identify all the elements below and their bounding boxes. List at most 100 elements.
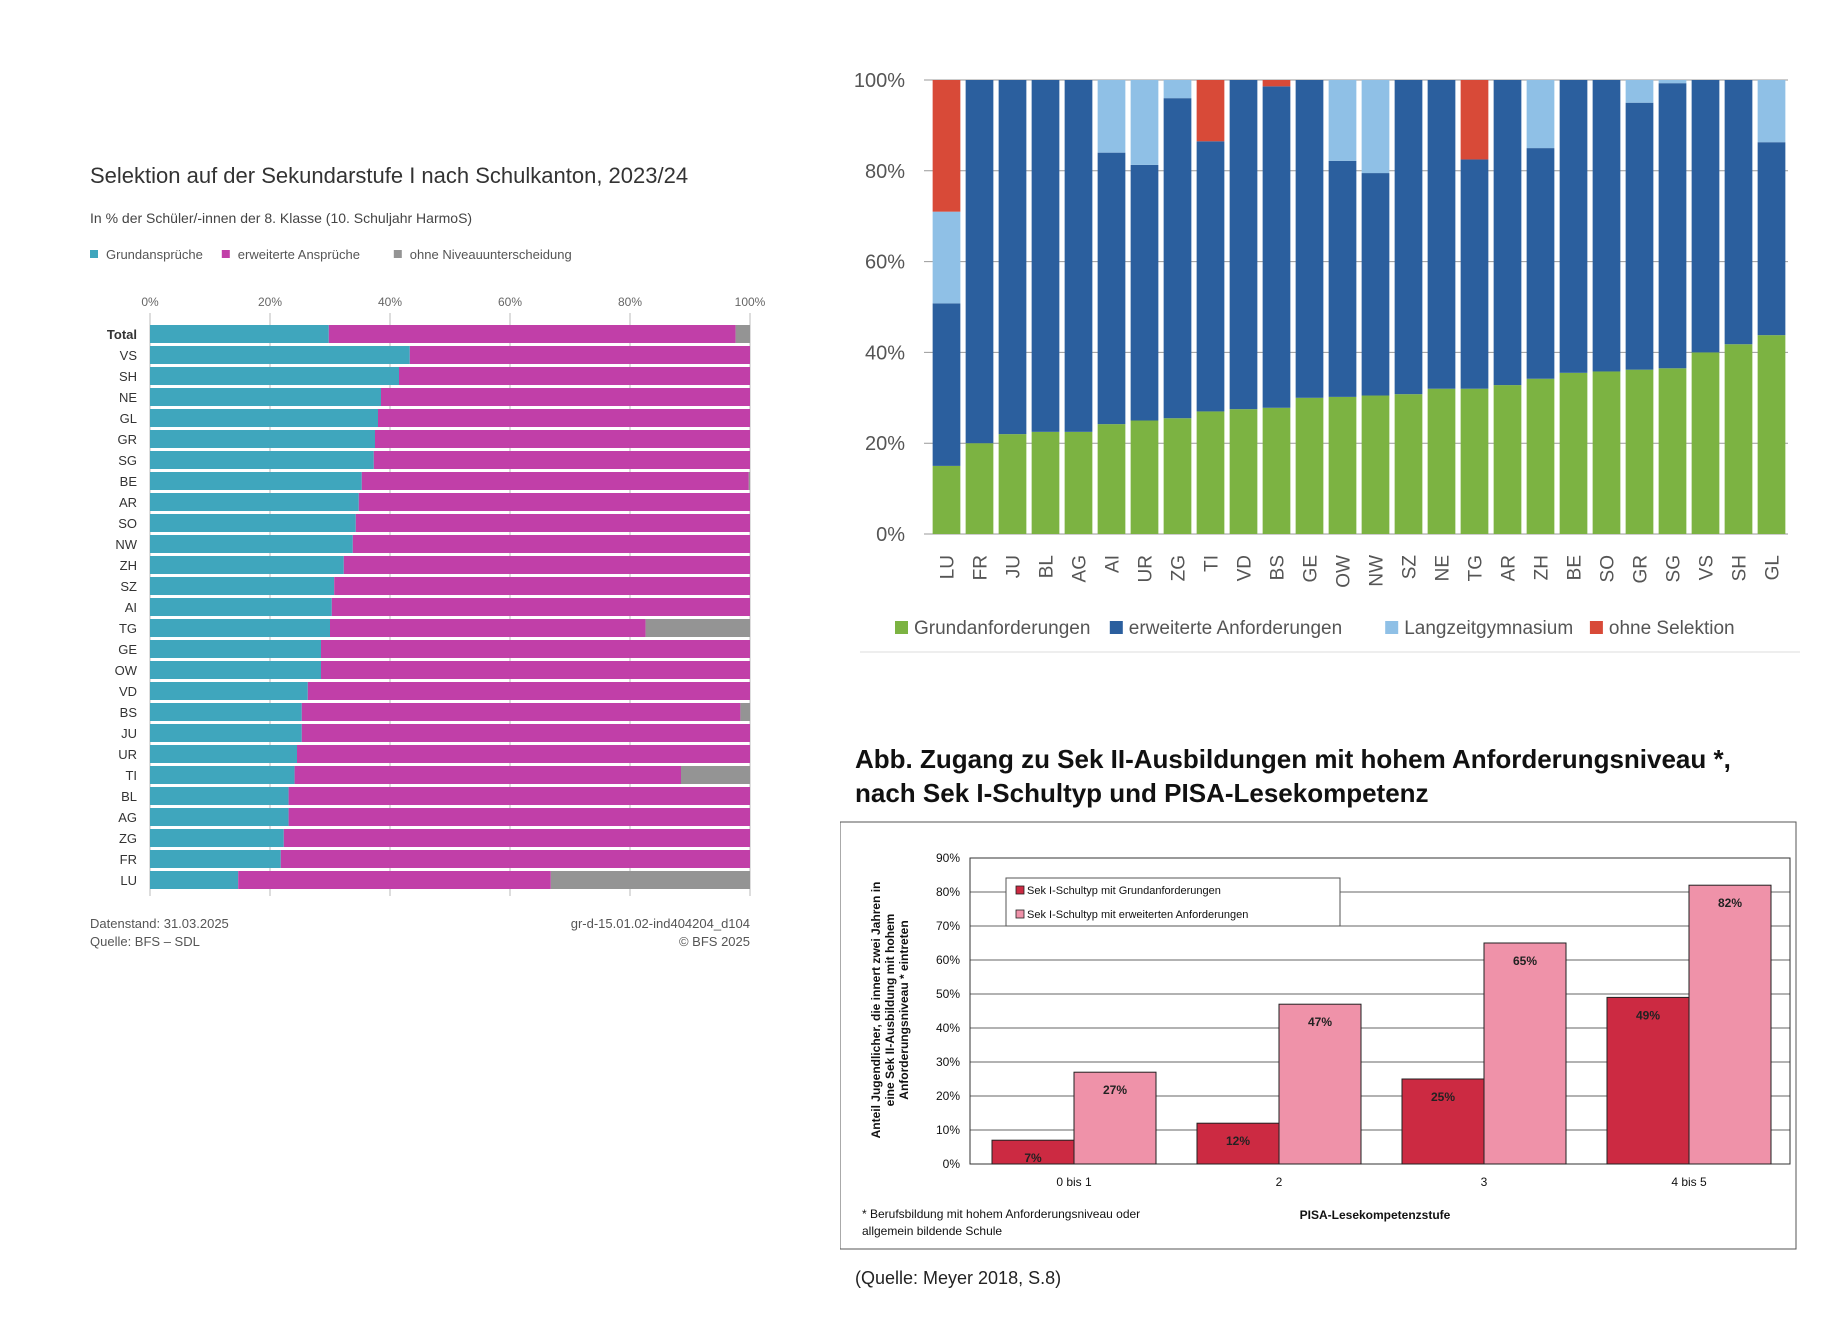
column-NW-1 <box>1361 173 1390 396</box>
legend-label-1: erweiterte Anforderungen <box>1129 618 1342 639</box>
x-tick-label: 100% <box>735 295 766 309</box>
bar-SZ-1 <box>334 577 750 595</box>
category-label: BS <box>120 705 138 720</box>
column-ZH-1 <box>1526 148 1555 379</box>
x-category-label: AI <box>1103 555 1124 573</box>
column-OW-1 <box>1328 160 1357 397</box>
x-category-label: BL <box>1037 555 1058 578</box>
bar-TG-1 <box>330 619 646 637</box>
bar-GL-1 <box>378 409 750 427</box>
column-SG-0 <box>1658 368 1687 534</box>
column-LU-1 <box>932 303 961 466</box>
bar-GE-0 <box>150 640 321 658</box>
column-SH-0 <box>1724 344 1753 534</box>
bar-JU-1 <box>301 724 750 742</box>
x-tick-label: 20% <box>258 295 282 309</box>
category-label: AI <box>125 600 137 615</box>
left-footer-code: gr-d-15.01.02-ind404204_d104 © BFS 2025 <box>480 915 750 951</box>
y-tick-label: 40% <box>865 342 905 364</box>
legend-label-2: Langzeitgymnasium <box>1404 618 1573 639</box>
column-TI-1 <box>1196 141 1225 412</box>
x-category-label: 0 bis 1 <box>1056 1175 1092 1189</box>
column-SH-1 <box>1724 80 1753 345</box>
category-label: TG <box>119 621 137 636</box>
y-axis-label: Anteil Jugendlicher, die innert zwei Jah… <box>869 882 911 1139</box>
bar-BL-1 <box>288 787 750 805</box>
quelle-text: Quelle: BFS – SDL <box>90 934 200 949</box>
bar-AI-1 <box>331 598 750 616</box>
bar-BS-1 <box>301 703 741 721</box>
bar-value-label: 27% <box>1103 1083 1127 1097</box>
x-category-label: SG <box>1664 555 1685 582</box>
y-tick-label: 80% <box>865 161 905 183</box>
column-UR-1 <box>1130 164 1159 421</box>
category-label: FR <box>120 852 137 867</box>
bar-group-2-series-0 <box>1401 1078 1485 1165</box>
column-FR-0 <box>965 443 994 534</box>
y-axis-label-line: eine Sek II-Ausbildung mit hohem <box>883 914 897 1107</box>
y-tick-label: 20% <box>865 433 905 455</box>
bar-NW-1 <box>352 535 750 553</box>
column-AG-1 <box>1064 80 1093 432</box>
bar-AR-0 <box>150 493 359 511</box>
bar-VD-0 <box>150 682 308 700</box>
legend-box <box>1005 877 1341 927</box>
bar-BS-2 <box>740 703 750 721</box>
column-BE-1 <box>1559 80 1588 373</box>
bottom-title-line-2: nach Sek I-Schultyp und PISA-Lesekompete… <box>855 778 1429 808</box>
legend-label-0: Grundansprüche <box>106 247 203 262</box>
column-AR-1 <box>1493 80 1522 386</box>
bar-NE-1 <box>381 388 750 406</box>
left-chart-title: Selektion auf der Sekundarstufe I nach S… <box>90 163 689 188</box>
x-category-label: TI <box>1202 555 1223 572</box>
bar-SZ-0 <box>150 577 335 595</box>
bar-group-3-series-1 <box>1688 884 1772 1165</box>
x-category-label: UR <box>1136 555 1157 582</box>
legend-swatch-2 <box>1385 621 1399 634</box>
column-GR-1 <box>1625 102 1654 370</box>
column-BL-0 <box>1031 431 1060 534</box>
bar-Total-1 <box>328 325 736 343</box>
bottom-title-line-1: Abb. Zugang zu Sek II-Ausbildungen mit h… <box>855 744 1731 774</box>
footnote-line: * Berufsbildung mit hohem Anforderungsni… <box>862 1207 1140 1221</box>
category-label: OW <box>115 663 138 678</box>
datenstand-text: Datenstand: 31.03.2025 <box>90 916 229 931</box>
x-category-label: SO <box>1598 555 1619 582</box>
y-tick-label: 80% <box>936 885 960 899</box>
bar-value-label: 12% <box>1226 1134 1250 1148</box>
category-label: SO <box>118 516 137 531</box>
column-NE-1 <box>1427 80 1456 389</box>
x-tick-label: 60% <box>498 295 522 309</box>
x-category-label: ZG <box>1169 555 1190 581</box>
x-category-label: AG <box>1070 555 1091 582</box>
y-tick-label: 40% <box>936 1021 960 1035</box>
column-TG-0 <box>1460 388 1489 534</box>
column-GL-0 <box>1757 335 1786 534</box>
column-JU-0 <box>998 434 1027 534</box>
column-TG-1 <box>1460 159 1489 389</box>
right-stacked-column-chart: 0% 20% 40% 60% 80% 100% LU FR JU BL AG AI UR ZG TI VD BS… <box>854 70 1800 653</box>
category-label: SH <box>119 369 137 384</box>
bar-NE-0 <box>150 388 381 406</box>
category-label: SZ <box>120 579 137 594</box>
column-VS-0 <box>1691 352 1720 534</box>
bar-value-label: 82% <box>1718 896 1742 910</box>
bar-group-2-series-1 <box>1483 942 1567 1165</box>
legend-swatch-3 <box>1589 621 1603 634</box>
bar-TG-0 <box>150 619 330 637</box>
y-axis-label-line: Anteil Jugendlicher, die innert zwei Jah… <box>869 882 883 1139</box>
bar-BE-0 <box>150 472 362 490</box>
bar-TI-0 <box>150 766 295 784</box>
bar-BE-1 <box>361 472 749 490</box>
bar-LU-1 <box>238 871 551 889</box>
column-BE-0 <box>1559 372 1588 534</box>
bar-SO-0 <box>150 514 356 532</box>
bar-UR-0 <box>150 745 297 763</box>
category-label: NE <box>119 390 137 405</box>
bar-OW-0 <box>150 661 321 679</box>
bar-BS-0 <box>150 703 302 721</box>
bar-AI-0 <box>150 598 332 616</box>
bar-SH-1 <box>399 367 750 385</box>
category-label: UR <box>118 747 137 762</box>
bar-SG-0 <box>150 451 374 469</box>
